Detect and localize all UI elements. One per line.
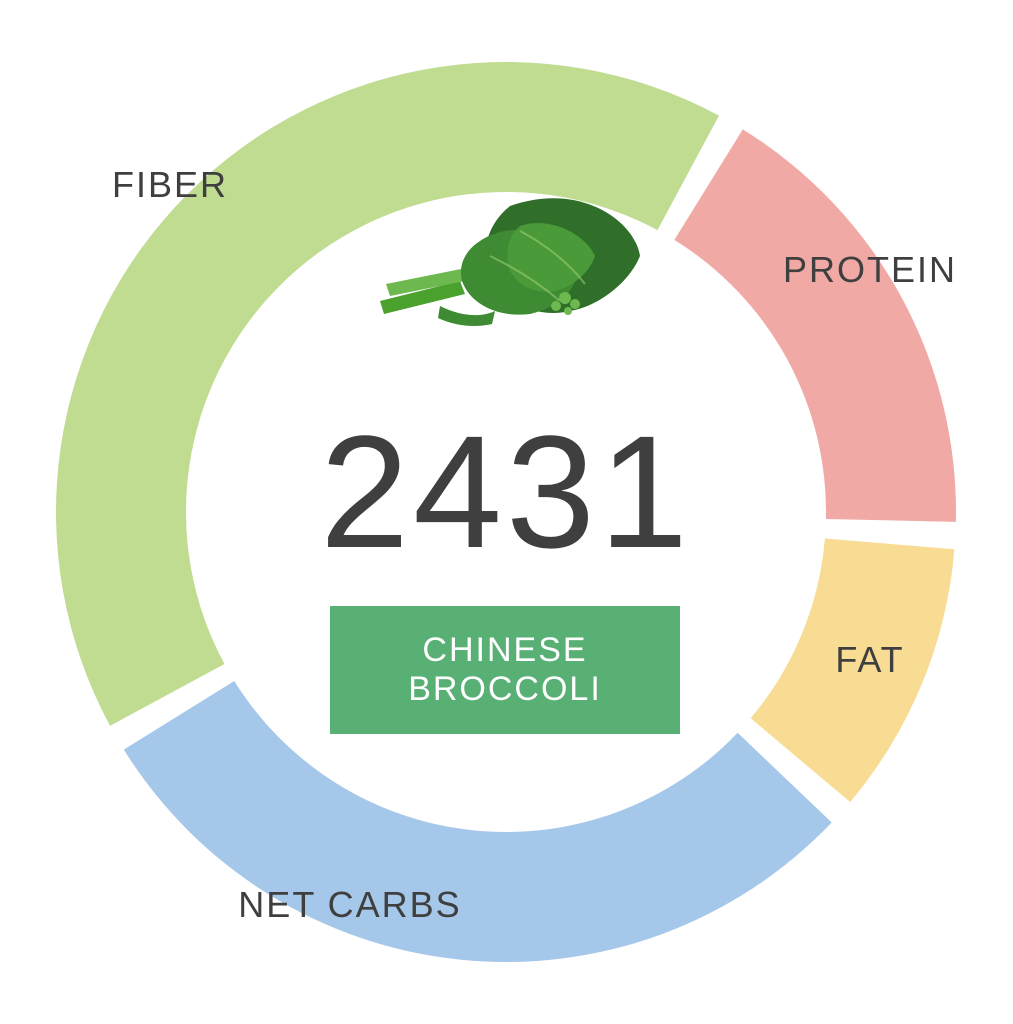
food-name-badge: CHINESE BROCCOLI (330, 606, 680, 734)
food-image (370, 186, 650, 356)
food-name-line1: CHINESE (422, 631, 587, 669)
segment-label-fat: FAT (835, 639, 904, 681)
segment-label-fiber: FIBER (112, 164, 228, 206)
chinese-broccoli-icon (370, 186, 650, 356)
food-name-line2: BROCCOLI (408, 670, 602, 708)
segment-label-protein: PROTEIN (783, 249, 957, 291)
nutrivore-donut-card: 2431 CHINESE BROCCOLI PROTEIN FAT NET CA… (0, 0, 1013, 1024)
nutrivore-score: 2431 (206, 400, 806, 584)
segment-label-net-carbs: NET CARBS (238, 884, 461, 926)
